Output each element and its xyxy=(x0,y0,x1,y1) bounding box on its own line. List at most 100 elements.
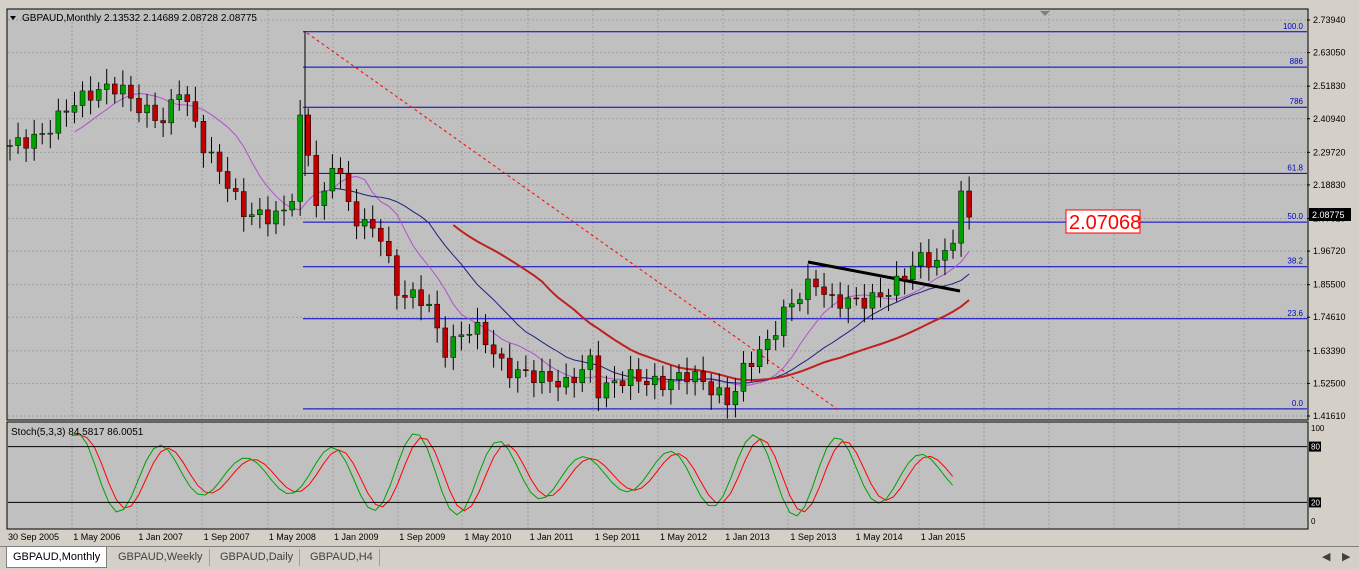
date-axis-label: 1 May 2008 xyxy=(269,532,316,542)
candle-bear xyxy=(369,219,376,229)
date-axis-label: 1 Jan 2013 xyxy=(725,532,770,542)
moving-average-line xyxy=(452,224,970,382)
candle-bull xyxy=(627,369,634,386)
candle-bull xyxy=(31,133,37,149)
candle-bear xyxy=(313,155,320,206)
price-axis-label: 2.18830 xyxy=(1313,180,1346,190)
candle-bull xyxy=(474,321,481,335)
candle-bear xyxy=(402,295,408,298)
candle-bear xyxy=(724,387,731,406)
candle-bull xyxy=(144,104,150,114)
fib-level-label: 23.6 xyxy=(1287,309,1303,318)
candle-bull xyxy=(466,334,473,336)
price-axis-label: 1.85500 xyxy=(1313,280,1346,290)
candle-bull xyxy=(603,382,610,399)
candle-bear xyxy=(442,327,448,358)
candle-bull xyxy=(797,299,803,305)
candle-bear xyxy=(128,84,134,99)
chart-header: GBPAUD,Monthly 2.13532 2.14689 2.08728 2… xyxy=(22,13,257,24)
candle-bull xyxy=(909,265,916,280)
candle-bear xyxy=(200,121,207,154)
stoch-header: Stoch(5,3,3) 84.5817 86.0051 xyxy=(11,427,144,438)
price-axis-label: 1.96720 xyxy=(1313,246,1346,256)
candle-bear xyxy=(877,292,884,297)
candle-bull xyxy=(79,90,86,106)
price-marker-box xyxy=(1065,209,1141,234)
candle-bear xyxy=(224,171,231,189)
tab-gbpaud-monthly[interactable]: GBPAUD,Monthly xyxy=(6,547,108,568)
candle-bear xyxy=(160,120,166,124)
candle-bull xyxy=(732,391,739,406)
candle-bull xyxy=(716,387,723,396)
candle-bear xyxy=(434,303,440,329)
scroll-indicator-icon[interactable] xyxy=(1040,11,1050,16)
candle-bull xyxy=(71,105,78,113)
candle-bear xyxy=(547,371,553,382)
candle-bear xyxy=(837,294,843,309)
candle-bear xyxy=(506,357,513,379)
candle-bull xyxy=(95,89,102,101)
tab-gbpaud-daily[interactable]: GBPAUD,Daily xyxy=(214,549,301,566)
current-price-box xyxy=(1309,208,1351,221)
candle-bear xyxy=(926,252,932,268)
date-axis-label: 1 May 2012 xyxy=(660,532,707,542)
price-axis-label: 1.74610 xyxy=(1313,312,1346,322)
price-axis-label: 2.40940 xyxy=(1313,114,1346,124)
candle-bull xyxy=(668,379,674,391)
candle-bull xyxy=(918,252,924,267)
candle-bear xyxy=(523,369,529,371)
candle-bear xyxy=(87,90,94,101)
candle-bull xyxy=(950,242,956,251)
stoch-main-line xyxy=(71,432,953,517)
candle-bull xyxy=(39,133,45,135)
stoch-level-label: 20 xyxy=(1311,498,1320,507)
date-axis-label: 1 Jan 2011 xyxy=(530,532,574,542)
candle-bear xyxy=(216,151,223,172)
price-axis-label: 2.73940 xyxy=(1313,15,1346,25)
candle-bear xyxy=(386,241,392,257)
fib-level-label: 100.0 xyxy=(1283,22,1304,31)
fib-level-label: 886 xyxy=(1290,57,1304,66)
stoch-level-box xyxy=(1309,497,1321,508)
candle-bull xyxy=(249,214,255,217)
date-axis-label: 1 Sep 2013 xyxy=(790,532,836,542)
date-axis-label: 1 May 2014 xyxy=(856,532,903,542)
candle-bull xyxy=(692,371,698,383)
candle-bull xyxy=(176,94,183,100)
candle-bear xyxy=(595,355,602,399)
date-axis-label: 30 Sep 2005 xyxy=(8,532,59,542)
tab-gbpaud-weekly[interactable]: GBPAUD,Weekly xyxy=(112,549,210,566)
date-axis-label: 1 Jan 2007 xyxy=(138,532,183,542)
fib-level-label: 50.0 xyxy=(1287,212,1303,221)
candle-bull xyxy=(15,137,21,146)
candle-bull xyxy=(7,145,13,147)
candle-bull xyxy=(515,369,521,379)
candle-bull xyxy=(47,132,54,135)
candle-bear xyxy=(112,83,118,95)
moving-average-line xyxy=(74,92,970,387)
candle-bull xyxy=(764,339,771,350)
candle-bull xyxy=(103,83,110,90)
scroll-left-icon[interactable]: ◀ xyxy=(1322,551,1331,563)
candle-bull xyxy=(893,275,900,296)
candle-bear xyxy=(490,344,497,355)
candle-bear xyxy=(684,372,690,383)
candle-bull xyxy=(426,303,432,306)
candle-bull xyxy=(410,289,416,298)
candle-bear xyxy=(394,255,400,296)
candle-bull xyxy=(958,190,964,244)
price-axis-label: 1.52500 xyxy=(1313,378,1346,388)
scroll-right-icon[interactable]: ▶ xyxy=(1342,551,1351,563)
candle-bear xyxy=(136,97,142,114)
moving-average-line xyxy=(332,187,970,384)
chart-menu-icon[interactable] xyxy=(10,16,16,20)
chart-area[interactable]: 100.0 886 786 61.8 50.0 38.2 23.6 0.0 2.73940 2.… xyxy=(0,0,1359,546)
candle-bull xyxy=(120,84,126,95)
price-axis-label: 1.63390 xyxy=(1313,346,1346,356)
price-axis-label: 1.41610 xyxy=(1313,411,1346,421)
candle-bull xyxy=(611,380,618,384)
tab-gbpaud-h4[interactable]: GBPAUD,H4 xyxy=(304,549,380,566)
candle-bull xyxy=(805,278,811,300)
candle-bull xyxy=(934,259,940,268)
candle-bull xyxy=(297,114,303,202)
